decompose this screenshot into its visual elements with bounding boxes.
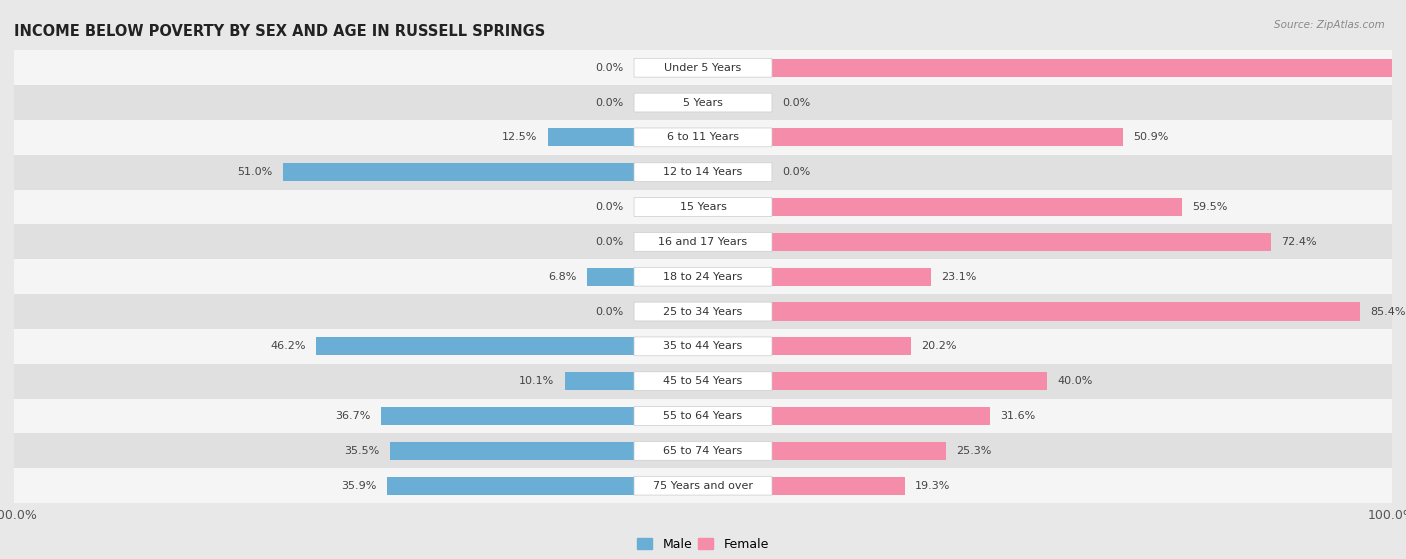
Bar — [381, 407, 634, 425]
Text: 0.0%: 0.0% — [596, 63, 624, 73]
Text: 15 Years: 15 Years — [679, 202, 727, 212]
Text: 6.8%: 6.8% — [548, 272, 576, 282]
Bar — [772, 477, 905, 495]
Bar — [387, 477, 634, 495]
Text: 0.0%: 0.0% — [782, 98, 810, 107]
FancyBboxPatch shape — [634, 476, 772, 495]
FancyBboxPatch shape — [634, 302, 772, 321]
Legend: Male, Female: Male, Female — [633, 533, 773, 556]
FancyBboxPatch shape — [634, 58, 772, 77]
Text: 59.5%: 59.5% — [1192, 202, 1227, 212]
FancyBboxPatch shape — [634, 406, 772, 425]
FancyBboxPatch shape — [634, 372, 772, 391]
Text: 0.0%: 0.0% — [596, 306, 624, 316]
FancyBboxPatch shape — [634, 198, 772, 216]
Text: 0.0%: 0.0% — [596, 237, 624, 247]
Text: 50.9%: 50.9% — [1133, 132, 1168, 143]
Text: 65 to 74 Years: 65 to 74 Years — [664, 446, 742, 456]
Bar — [14, 329, 1392, 364]
FancyBboxPatch shape — [634, 128, 772, 147]
FancyBboxPatch shape — [634, 163, 772, 182]
Bar — [565, 372, 634, 390]
Text: 85.4%: 85.4% — [1371, 306, 1406, 316]
Text: 23.1%: 23.1% — [942, 272, 977, 282]
Text: 45 to 54 Years: 45 to 54 Years — [664, 376, 742, 386]
Bar — [14, 120, 1392, 155]
Text: 12.5%: 12.5% — [502, 132, 537, 143]
Bar — [548, 129, 634, 146]
Text: 35.5%: 35.5% — [344, 446, 380, 456]
Bar — [772, 337, 911, 356]
Text: 72.4%: 72.4% — [1281, 237, 1316, 247]
Text: 75 Years and over: 75 Years and over — [652, 481, 754, 491]
Text: 35 to 44 Years: 35 to 44 Years — [664, 342, 742, 352]
Bar — [14, 259, 1392, 294]
Text: 10.1%: 10.1% — [519, 376, 554, 386]
Bar — [14, 294, 1392, 329]
Text: 51.0%: 51.0% — [238, 167, 273, 177]
Text: 40.0%: 40.0% — [1057, 376, 1094, 386]
Text: 0.0%: 0.0% — [596, 202, 624, 212]
Bar — [14, 190, 1392, 225]
Text: 5 Years: 5 Years — [683, 98, 723, 107]
Bar — [14, 85, 1392, 120]
Text: 55 to 64 Years: 55 to 64 Years — [664, 411, 742, 421]
FancyBboxPatch shape — [634, 267, 772, 286]
Text: 12 to 14 Years: 12 to 14 Years — [664, 167, 742, 177]
Bar — [14, 50, 1392, 85]
Text: 25 to 34 Years: 25 to 34 Years — [664, 306, 742, 316]
Bar — [772, 233, 1271, 251]
Text: 18 to 24 Years: 18 to 24 Years — [664, 272, 742, 282]
FancyBboxPatch shape — [634, 337, 772, 356]
Text: 20.2%: 20.2% — [921, 342, 957, 352]
Text: INCOME BELOW POVERTY BY SEX AND AGE IN RUSSELL SPRINGS: INCOME BELOW POVERTY BY SEX AND AGE IN R… — [14, 25, 546, 40]
Bar — [14, 155, 1392, 190]
Bar — [772, 442, 946, 460]
Text: 0.0%: 0.0% — [782, 167, 810, 177]
Bar — [389, 442, 634, 460]
FancyBboxPatch shape — [634, 93, 772, 112]
Bar — [588, 268, 634, 286]
Bar — [283, 163, 634, 181]
FancyBboxPatch shape — [634, 233, 772, 252]
Bar — [772, 129, 1122, 146]
Bar — [772, 302, 1360, 321]
Bar — [14, 399, 1392, 433]
Bar — [772, 198, 1182, 216]
Text: 25.3%: 25.3% — [956, 446, 991, 456]
Text: Source: ZipAtlas.com: Source: ZipAtlas.com — [1274, 20, 1385, 30]
Bar — [772, 59, 1406, 77]
Bar — [14, 225, 1392, 259]
Text: 16 and 17 Years: 16 and 17 Years — [658, 237, 748, 247]
Text: 35.9%: 35.9% — [342, 481, 377, 491]
Bar — [14, 364, 1392, 399]
Text: 19.3%: 19.3% — [915, 481, 950, 491]
Bar — [316, 337, 634, 356]
Bar — [772, 407, 990, 425]
Text: Under 5 Years: Under 5 Years — [665, 63, 741, 73]
Text: 46.2%: 46.2% — [270, 342, 305, 352]
Text: 31.6%: 31.6% — [1000, 411, 1035, 421]
FancyBboxPatch shape — [634, 442, 772, 460]
Bar — [14, 468, 1392, 503]
Bar — [772, 372, 1047, 390]
Text: 0.0%: 0.0% — [596, 98, 624, 107]
Text: 36.7%: 36.7% — [336, 411, 371, 421]
Bar — [14, 433, 1392, 468]
Text: 6 to 11 Years: 6 to 11 Years — [666, 132, 740, 143]
Text: 100.0%: 100.0% — [1405, 63, 1406, 73]
Bar — [772, 268, 931, 286]
